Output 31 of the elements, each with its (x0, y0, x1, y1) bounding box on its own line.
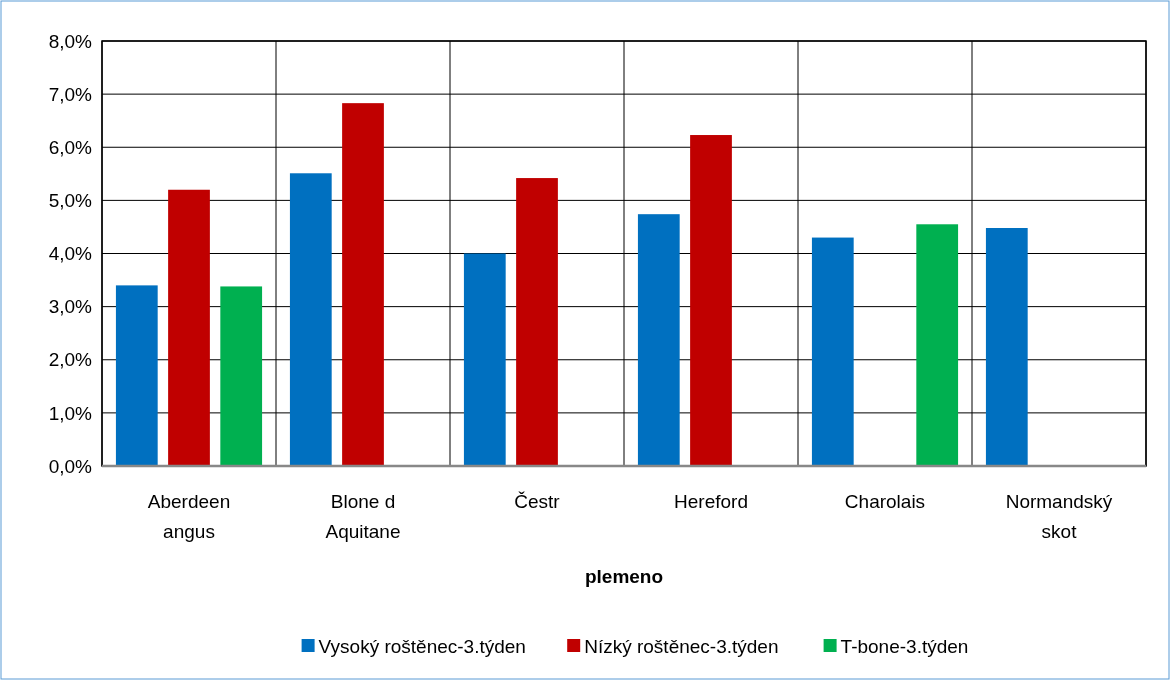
y-tick-label: 2,0% (48, 349, 93, 371)
y-tick-label: 0,0% (48, 455, 93, 477)
bar (690, 135, 732, 466)
y-tick-label: 4,0% (48, 243, 93, 265)
x-tick-label: Normandský skot (1005, 491, 1113, 542)
bar (115, 285, 158, 466)
bar (463, 253, 506, 466)
x-axis-title: plemeno (584, 566, 664, 587)
bar (516, 178, 558, 466)
bar (289, 173, 332, 466)
x-tick-label: Blone d Aquitane (325, 491, 401, 542)
legend-label: T-bone-3.týden (840, 635, 969, 657)
y-tick-label: 5,0% (48, 190, 93, 212)
y-tick-label: 8,0% (48, 30, 93, 52)
y-tick-label: 3,0% (48, 296, 93, 318)
bar (811, 237, 854, 466)
x-tick-label: Čestr (514, 491, 561, 512)
y-tick-label: 1,0% (48, 402, 93, 424)
x-tick-label: Aberdeen angus (147, 491, 231, 542)
bar (985, 228, 1028, 466)
bar (916, 224, 959, 466)
legend-label: Nízký roštěnec-3.týden (584, 635, 779, 657)
bar (220, 286, 263, 466)
x-tick-label: Charolais (844, 491, 926, 512)
bar (168, 189, 210, 466)
x-tick-label: Hereford (674, 491, 748, 512)
y-tick-label: 7,0% (48, 83, 93, 105)
bar (637, 214, 680, 466)
legend-label: Vysoký roštěnec-3.týden (318, 635, 526, 657)
y-tick-label: 6,0% (48, 136, 93, 158)
bar (342, 103, 384, 466)
